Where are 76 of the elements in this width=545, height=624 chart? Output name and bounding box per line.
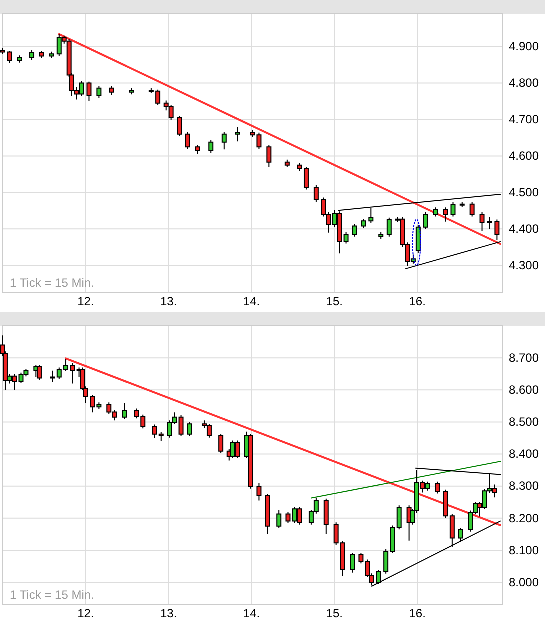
candlestick [208,140,214,154]
y-tick-label: 8.200 [509,511,540,526]
candlestick [39,50,44,59]
candlestick [458,528,464,543]
candlestick [178,414,184,437]
y-tick-label: 8.500 [509,415,540,430]
candlestick [350,552,356,574]
candlestick [314,184,319,203]
y-tick-label: 8.000 [509,575,540,590]
x-tick-label: 12. [78,606,94,621]
candlestick [158,432,164,442]
x-tick-label: 14. [243,606,260,621]
candlestick [96,86,102,99]
x-tick-label: 13. [160,606,178,621]
candlestick [248,434,254,490]
candlestick [443,207,448,222]
y-tick-label: 4.500 [509,186,540,200]
y-tick-label: 8.300 [509,479,540,494]
y-tick-label: 4.800 [509,76,540,90]
x-tick-label: 13. [160,294,178,309]
y-tick-label: 8.400 [509,447,540,462]
candlestick [235,126,240,142]
candlestick [195,144,200,155]
y-tick-label: 4.900 [509,40,540,54]
candlestick [218,434,224,454]
candlestick [378,232,384,240]
candlestick [122,402,128,420]
candlestick [470,202,475,218]
candlestick [187,422,192,437]
candlestick [487,217,492,230]
x-tick-label: 16. [409,606,426,621]
candlestick [36,364,42,381]
candlestick [49,51,54,59]
candlestick [256,482,262,502]
candlestick [30,50,35,60]
y-tick-label: 4.600 [509,149,540,164]
candlestick [344,232,349,244]
candlestick [494,219,500,241]
candlestick [222,132,227,150]
candlestick [152,424,158,439]
candlestick [185,132,190,150]
candlestick [396,505,402,530]
candlestick [358,552,364,564]
candlestick [129,88,134,96]
candlestick [460,202,465,208]
candlestick [450,202,456,218]
y-tick-label: 8.700 [509,350,540,365]
candlestick [109,86,114,96]
y-tick-label: 4.300 [509,258,540,272]
candlestick [265,494,270,535]
y-tick-label: 4.700 [509,112,540,127]
candlestick [266,144,272,168]
candlestick [352,224,358,238]
candlestick [434,481,440,494]
x-tick-label: 15. [326,294,344,309]
candlestick [423,212,428,230]
candlestick [433,207,438,218]
candlestick [276,510,282,529]
candlestick [286,512,291,524]
x-tick-label: 12. [78,294,94,309]
x-tick-label: 15. [326,606,344,621]
y-tick-label: 8.100 [509,543,540,558]
y-tick-label: 8.600 [509,382,540,397]
candlestick [361,218,366,229]
annotation: 1 Tick = 15 Min. [10,276,94,290]
candlestick [284,159,290,168]
candlestick [17,55,22,64]
candlestick [177,116,182,138]
y-tick-label: 4.400 [509,222,540,236]
annotation: 1 Tick = 15 Min. [10,588,94,602]
candlestick [480,212,485,232]
candlestick [324,498,329,535]
candlestick [86,81,92,102]
x-tick-label: 14. [243,294,260,309]
candlestick [386,217,392,238]
x-tick-label: 16. [409,294,426,309]
